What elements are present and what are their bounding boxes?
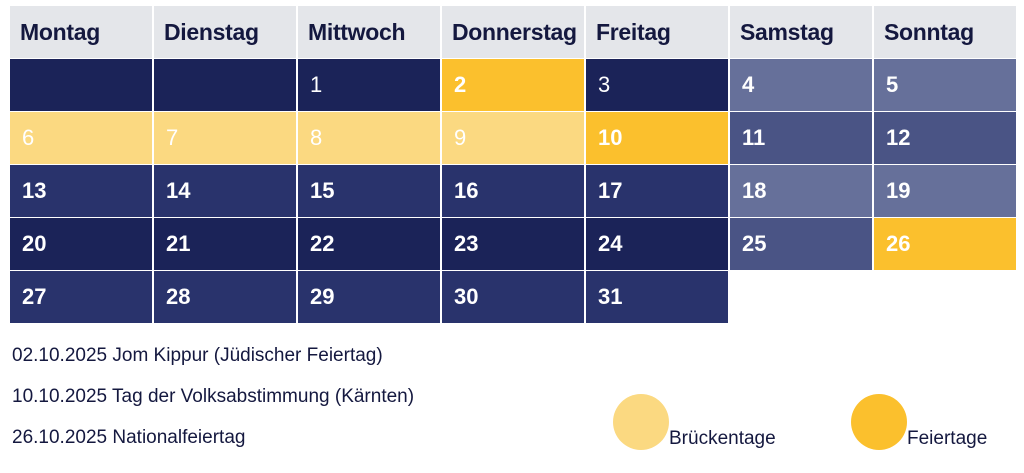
- legend-bridge-label: Brückentage: [669, 428, 776, 449]
- calendar-grid: Montag Dienstag Mittwoch Donnerstag Frei…: [10, 6, 1016, 323]
- weekday-header-sonntag: Sonntag: [874, 6, 1016, 58]
- day-cell: 1: [298, 59, 440, 111]
- weekday-header-samstag: Samstag: [730, 6, 872, 58]
- day-cell-weekend: 11: [730, 112, 872, 164]
- holiday-notes: 02.10.2025 Jom Kippur (Jüdischer Feierta…: [12, 340, 414, 463]
- day-cell: 27: [10, 271, 152, 323]
- day-cell-weekend: 18: [730, 165, 872, 217]
- day-cell: 3: [586, 59, 728, 111]
- weekday-header-donnerstag: Donnerstag: [442, 6, 584, 58]
- day-cell: 24: [586, 218, 728, 270]
- day-cell-empty: [154, 59, 296, 111]
- day-cell-empty: [10, 59, 152, 111]
- day-cell: 22: [298, 218, 440, 270]
- weekday-header-montag: Montag: [10, 6, 152, 58]
- day-cell: 30: [442, 271, 584, 323]
- holiday-note: 26.10.2025 Nationalfeiertag: [12, 427, 246, 448]
- weekday-header-mittwoch: Mittwoch: [298, 6, 440, 58]
- day-cell-bridge: 8: [298, 112, 440, 164]
- weekday-header-freitag: Freitag: [586, 6, 728, 58]
- day-cell-bridge: 9: [442, 112, 584, 164]
- legend-bridge-days: Brückentage: [613, 394, 776, 450]
- day-cell-bridge: 7: [154, 112, 296, 164]
- day-cell: 20: [10, 218, 152, 270]
- day-cell-empty: [874, 271, 1016, 323]
- legend-holiday-label: Feiertage: [907, 428, 988, 449]
- day-cell: 29: [298, 271, 440, 323]
- holiday-note: 02.10.2025 Jom Kippur (Jüdischer Feierta…: [12, 345, 383, 366]
- day-cell-weekend: 12: [874, 112, 1016, 164]
- day-cell: 23: [442, 218, 584, 270]
- day-cell-empty: [730, 271, 872, 323]
- day-cell-weekend: 5: [874, 59, 1016, 111]
- day-cell: 14: [154, 165, 296, 217]
- day-cell: 31: [586, 271, 728, 323]
- day-cell-holiday: 2: [442, 59, 584, 111]
- day-cell-holiday: 26: [874, 218, 1016, 270]
- day-cell-weekend: 25: [730, 218, 872, 270]
- holiday-dot-icon: [851, 394, 907, 450]
- day-cell: 15: [298, 165, 440, 217]
- day-cell: 13: [10, 165, 152, 217]
- day-cell-holiday: 10: [586, 112, 728, 164]
- bridge-day-dot-icon: [613, 394, 669, 450]
- legend-holidays: Feiertage: [851, 394, 987, 450]
- day-cell-weekend: 4: [730, 59, 872, 111]
- day-cell-bridge: 6: [10, 112, 152, 164]
- day-cell: 21: [154, 218, 296, 270]
- day-cell: 17: [586, 165, 728, 217]
- day-cell: 28: [154, 271, 296, 323]
- weekday-header-dienstag: Dienstag: [154, 6, 296, 58]
- holiday-note: 10.10.2025 Tag der Volksabstimmung (Kärn…: [12, 386, 415, 407]
- day-cell: 16: [442, 165, 584, 217]
- day-cell-weekend: 19: [874, 165, 1016, 217]
